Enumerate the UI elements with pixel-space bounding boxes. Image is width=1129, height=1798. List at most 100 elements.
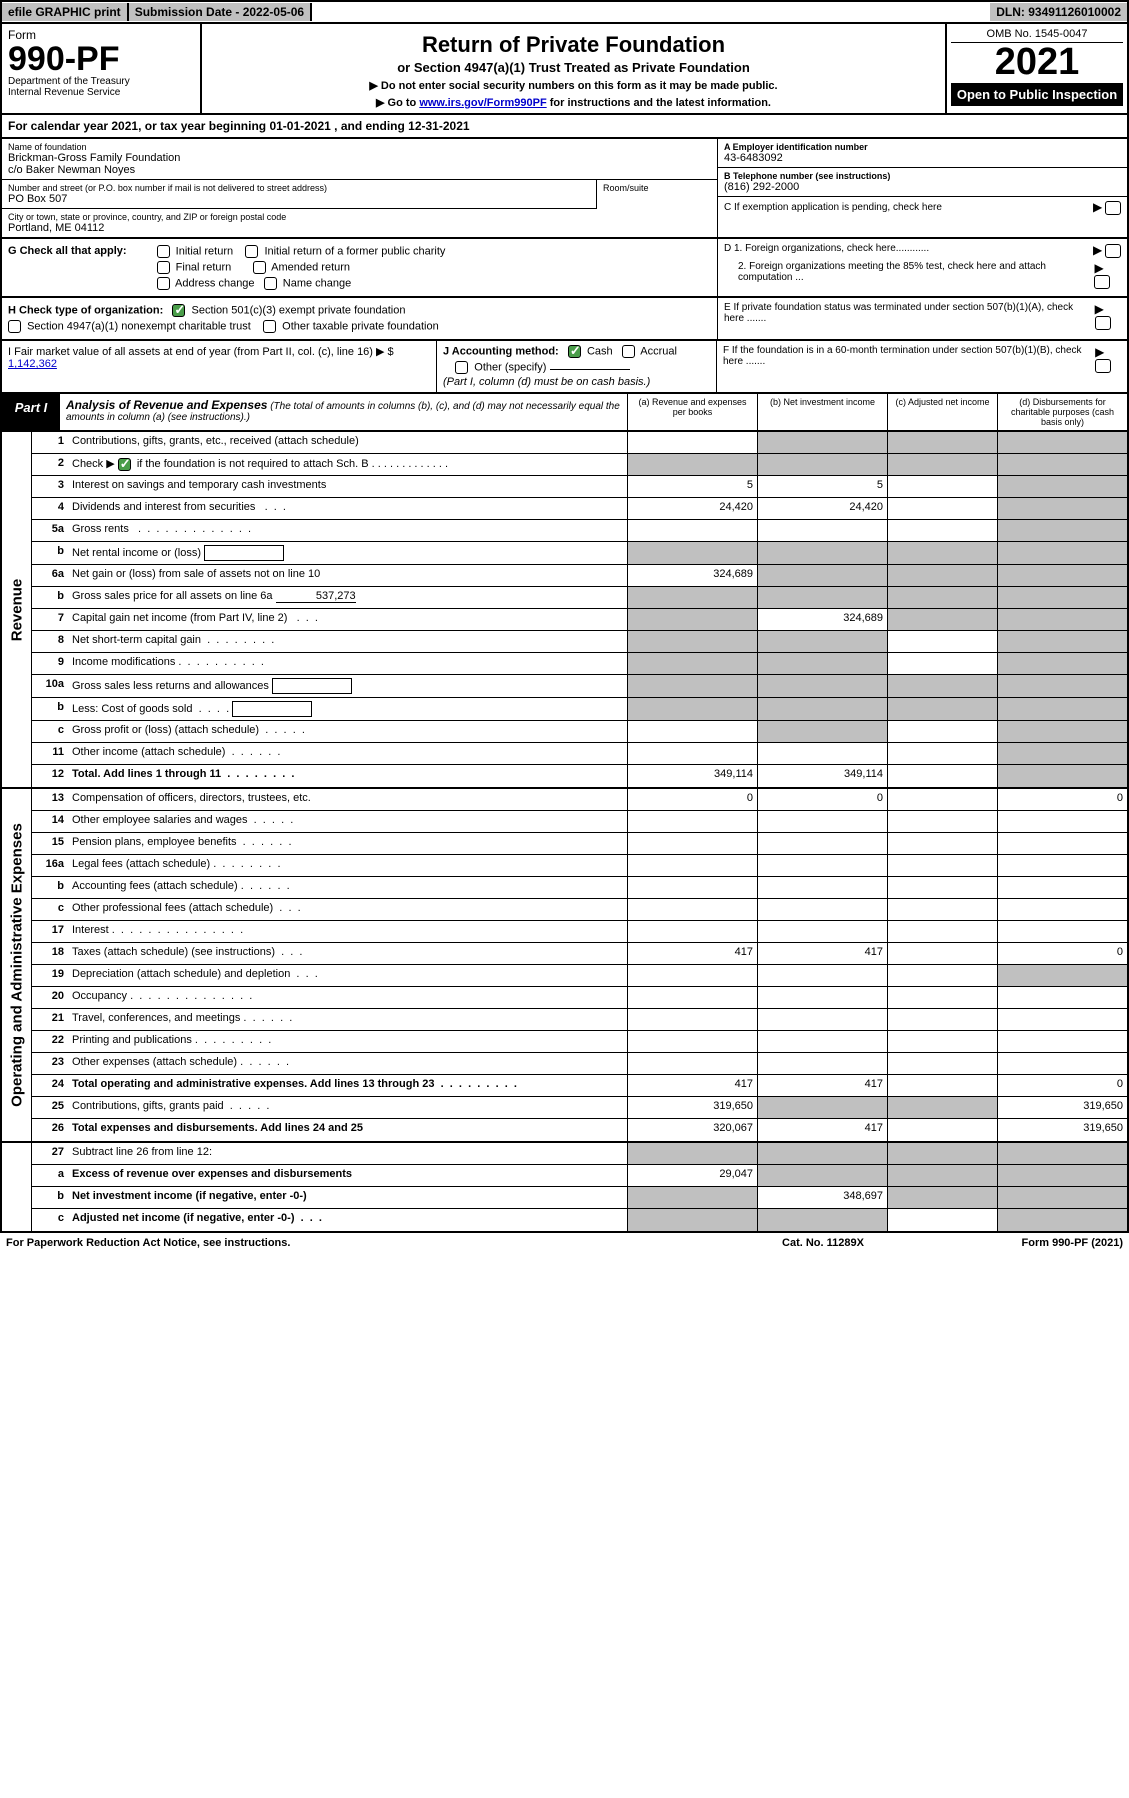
- line27-section: 27Subtract line 26 from line 12: aExcess…: [0, 1143, 1129, 1233]
- cash-checkbox[interactable]: [568, 345, 581, 358]
- line-8: Net short-term capital gain . . . . . . …: [68, 631, 627, 652]
- line-12: Total. Add lines 1 through 11 . . . . . …: [68, 765, 627, 787]
- form-number: 990-PF: [8, 42, 194, 76]
- line-11: Other income (attach schedule) . . . . .…: [68, 743, 627, 764]
- 501c3-checkbox[interactable]: [172, 304, 185, 317]
- col-b-header: (b) Net investment income: [757, 394, 887, 430]
- i-j-f-row: I Fair market value of all assets at end…: [0, 341, 1129, 394]
- d2-label: 2. Foreign organizations meeting the 85%…: [724, 261, 1094, 289]
- g-label: G Check all that apply:: [8, 245, 127, 257]
- part1-desc: Analysis of Revenue and Expenses (The to…: [60, 394, 627, 430]
- room-label: Room/suite: [603, 183, 711, 193]
- dln: DLN: 93491126010002: [990, 3, 1127, 21]
- d2-checkbox[interactable]: [1094, 275, 1110, 289]
- form-ref: Form 990-PF (2021): [923, 1237, 1123, 1249]
- addr-label: Number and street (or P.O. box number if…: [8, 183, 590, 193]
- line-18: Taxes (attach schedule) (see instruction…: [68, 943, 627, 964]
- header-center: Return of Private Foundation or Section …: [202, 24, 947, 113]
- form-header: Form 990-PF Department of the Treasury I…: [0, 24, 1129, 115]
- city-value: Portland, ME 04112: [8, 222, 711, 234]
- d1-checkbox[interactable]: [1105, 244, 1121, 258]
- j-note: (Part I, column (d) must be on cash basi…: [443, 376, 710, 388]
- line-27c: Adjusted net income (if negative, enter …: [68, 1209, 627, 1231]
- expenses-section: Operating and Administrative Expenses 13…: [0, 789, 1129, 1143]
- line-10c: Gross profit or (loss) (attach schedule)…: [68, 721, 627, 742]
- i-label: I Fair market value of all assets at end…: [8, 346, 394, 358]
- addr-value: PO Box 507: [8, 193, 590, 205]
- line-21: Travel, conferences, and meetings . . . …: [68, 1009, 627, 1030]
- final-return-checkbox[interactable]: [157, 261, 170, 274]
- irs: Internal Revenue Service: [8, 87, 194, 98]
- page-footer: For Paperwork Reduction Act Notice, see …: [0, 1233, 1129, 1253]
- line-16b: Accounting fees (attach schedule) . . . …: [68, 877, 627, 898]
- line-9: Income modifications . . . . . . . . . .: [68, 653, 627, 674]
- other-method-checkbox[interactable]: [455, 361, 468, 374]
- fmv-value[interactable]: 1,142,362: [8, 358, 57, 370]
- amended-return-checkbox[interactable]: [253, 261, 266, 274]
- schb-checkbox[interactable]: [118, 458, 131, 471]
- part1-label: Part I: [2, 394, 60, 430]
- tax-year: 2021: [951, 43, 1123, 81]
- line-1: Contributions, gifts, grants, etc., rece…: [68, 432, 627, 453]
- line-20: Occupancy . . . . . . . . . . . . . .: [68, 987, 627, 1008]
- g-d-row: G Check all that apply: Initial return I…: [0, 239, 1129, 298]
- initial-return-checkbox[interactable]: [157, 245, 170, 258]
- line-10a: Gross sales less returns and allowances: [68, 675, 627, 697]
- line-10b: Less: Cost of goods sold . . . .: [68, 698, 627, 720]
- col-c-header: (c) Adjusted net income: [887, 394, 997, 430]
- cat-number: Cat. No. 11289X: [723, 1237, 923, 1249]
- irs-link[interactable]: www.irs.gov/Form990PF: [419, 97, 546, 109]
- header-left: Form 990-PF Department of the Treasury I…: [2, 24, 202, 113]
- line-26: Total expenses and disbursements. Add li…: [68, 1119, 627, 1141]
- line-24: Total operating and administrative expen…: [68, 1075, 627, 1096]
- line-15: Pension plans, employee benefits . . . .…: [68, 833, 627, 854]
- line-17: Interest . . . . . . . . . . . . . . .: [68, 921, 627, 942]
- address-change-checkbox[interactable]: [157, 277, 170, 290]
- line-4: Dividends and interest from securities .…: [68, 498, 627, 519]
- f-checkbox[interactable]: [1095, 359, 1111, 373]
- line-23: Other expenses (attach schedule) . . . .…: [68, 1053, 627, 1074]
- exemption-checkbox[interactable]: [1105, 201, 1121, 215]
- line-25: Contributions, gifts, grants paid . . . …: [68, 1097, 627, 1118]
- header-right: OMB No. 1545-0047 2021 Open to Public In…: [947, 24, 1127, 113]
- line-7: Capital gain net income (from Part IV, l…: [68, 609, 627, 630]
- name-change-checkbox[interactable]: [264, 277, 277, 290]
- f-label: F If the foundation is in a 60-month ter…: [723, 345, 1095, 373]
- city-label: City or town, state or province, country…: [8, 212, 711, 222]
- col-a-header: (a) Revenue and expenses per books: [627, 394, 757, 430]
- efile-label: efile GRAPHIC print: [2, 3, 129, 21]
- submission-date: Submission Date - 2022-05-06: [129, 3, 312, 21]
- entity-block: Name of foundation Brickman-Gross Family…: [0, 139, 1129, 239]
- foundation-name1: Brickman-Gross Family Foundation: [8, 152, 711, 164]
- 4947-checkbox[interactable]: [8, 320, 21, 333]
- line-3: Interest on savings and temporary cash i…: [68, 476, 627, 497]
- ein-label: A Employer identification number: [724, 142, 1121, 152]
- phone-value: (816) 292-2000: [724, 181, 1121, 193]
- line-22: Printing and publications . . . . . . . …: [68, 1031, 627, 1052]
- part1-header: Part I Analysis of Revenue and Expenses …: [0, 394, 1129, 432]
- line-14: Other employee salaries and wages . . . …: [68, 811, 627, 832]
- accrual-checkbox[interactable]: [622, 345, 635, 358]
- name-label: Name of foundation: [8, 142, 711, 152]
- ein-value: 43-6483092: [724, 152, 1121, 164]
- calendar-year-line: For calendar year 2021, or tax year begi…: [0, 115, 1129, 139]
- foundation-name2: c/o Baker Newman Noyes: [8, 164, 711, 176]
- revenue-section: Revenue 1Contributions, gifts, grants, e…: [0, 432, 1129, 789]
- line-13: Compensation of officers, directors, tru…: [68, 789, 627, 810]
- line-5b: Net rental income or (loss): [68, 542, 627, 564]
- form-note1: ▶ Do not enter social security numbers o…: [210, 79, 937, 92]
- e-label: E If private foundation status was termi…: [724, 302, 1095, 330]
- other-taxable-checkbox[interactable]: [263, 320, 276, 333]
- open-inspection: Open to Public Inspection: [951, 83, 1123, 106]
- revenue-side-label: Revenue: [2, 432, 32, 787]
- initial-former-checkbox[interactable]: [245, 245, 258, 258]
- e-checkbox[interactable]: [1095, 316, 1111, 330]
- top-bar: efile GRAPHIC print Submission Date - 20…: [0, 0, 1129, 24]
- form-subtitle: or Section 4947(a)(1) Trust Treated as P…: [210, 60, 937, 75]
- expenses-side-label: Operating and Administrative Expenses: [2, 789, 32, 1141]
- form-title: Return of Private Foundation: [210, 32, 937, 58]
- line-27a: Excess of revenue over expenses and disb…: [68, 1165, 627, 1186]
- form-note2: ▶ Go to www.irs.gov/Form990PF for instru…: [210, 96, 937, 109]
- line-16c: Other professional fees (attach schedule…: [68, 899, 627, 920]
- line-6b: Gross sales price for all assets on line…: [68, 587, 627, 608]
